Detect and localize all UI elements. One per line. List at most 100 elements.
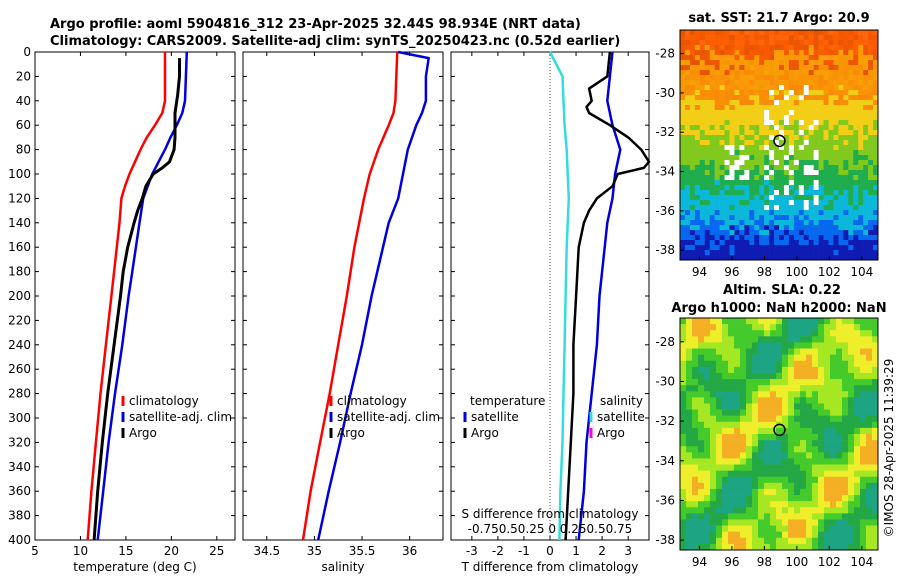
sla-cell bbox=[818, 531, 825, 539]
sla-cell bbox=[818, 440, 825, 447]
sst-cell bbox=[769, 255, 775, 261]
sla-cell bbox=[854, 458, 861, 465]
sst-cell bbox=[689, 210, 696, 216]
sla-cell bbox=[764, 440, 771, 447]
sla-cell bbox=[794, 324, 801, 331]
sst-cell bbox=[818, 190, 824, 196]
sla-cell bbox=[872, 403, 879, 410]
sla-cell bbox=[710, 476, 717, 484]
sla-cell bbox=[710, 440, 717, 447]
sst-cell bbox=[729, 185, 735, 191]
sla-cell bbox=[752, 446, 759, 453]
sla-cell bbox=[680, 464, 687, 471]
sst-cell bbox=[868, 240, 874, 246]
sst-cell bbox=[694, 35, 701, 41]
sla-cell bbox=[716, 531, 723, 539]
sla-cell bbox=[716, 379, 723, 386]
sst-cell bbox=[774, 70, 780, 76]
sla-cell bbox=[818, 366, 825, 374]
sst-cell bbox=[719, 70, 725, 76]
sst-cell bbox=[714, 80, 720, 86]
sst-cell bbox=[788, 210, 795, 216]
sla-cell bbox=[800, 513, 807, 520]
sst-cell bbox=[689, 105, 696, 111]
sla-cell bbox=[758, 476, 765, 484]
sst-cell bbox=[749, 200, 755, 206]
sla-cell bbox=[860, 446, 867, 453]
sla-cell bbox=[794, 415, 801, 423]
sla-cell bbox=[758, 348, 765, 355]
sst-cell bbox=[734, 125, 740, 131]
sst-cell bbox=[699, 180, 706, 186]
sla-cell bbox=[860, 330, 867, 337]
sst-cell bbox=[803, 205, 809, 211]
sst-cell bbox=[798, 125, 805, 131]
sst-cell bbox=[704, 125, 710, 131]
sla-cell bbox=[770, 458, 777, 465]
sla-cell bbox=[686, 336, 693, 343]
sst-cell bbox=[818, 200, 824, 206]
sla-cell bbox=[812, 482, 819, 490]
sst-cell bbox=[823, 200, 829, 206]
sla-cell bbox=[734, 519, 741, 526]
sst-cell bbox=[843, 185, 849, 191]
sst-cell bbox=[833, 215, 839, 221]
sla-cell bbox=[812, 372, 819, 380]
sla-cell bbox=[776, 452, 783, 459]
sst-cell bbox=[863, 95, 869, 101]
sst-cell bbox=[734, 130, 740, 136]
sla-cell bbox=[680, 507, 687, 514]
sst-cell bbox=[873, 110, 879, 116]
sst-cell bbox=[848, 240, 854, 246]
sst-cell bbox=[724, 255, 730, 261]
sst-cell bbox=[724, 220, 730, 226]
sst-cell bbox=[769, 75, 775, 81]
sst-cell bbox=[774, 160, 780, 166]
sla-cell bbox=[836, 403, 843, 410]
sla-cell bbox=[842, 421, 849, 429]
sla-cell bbox=[860, 464, 867, 471]
sst-cell bbox=[689, 70, 696, 76]
sla-cell bbox=[758, 452, 765, 459]
sst-cell bbox=[774, 230, 780, 236]
sst-cell bbox=[764, 195, 770, 201]
sla-cell bbox=[848, 488, 855, 496]
sst-cell bbox=[729, 165, 735, 171]
sst-cell bbox=[754, 75, 760, 81]
sst-cell bbox=[699, 165, 706, 171]
sst-cell bbox=[843, 125, 849, 131]
sst-cell bbox=[754, 60, 760, 66]
sst-cell bbox=[788, 250, 795, 256]
sla-cell bbox=[800, 446, 807, 453]
sla-cell bbox=[758, 488, 765, 496]
sst-cell bbox=[689, 80, 696, 86]
sst-cell bbox=[754, 230, 760, 236]
sla-cell bbox=[770, 415, 777, 423]
sst-cell bbox=[709, 160, 715, 166]
sla-cell bbox=[692, 379, 699, 386]
sst-cell bbox=[699, 225, 706, 231]
sla-cell bbox=[830, 543, 837, 551]
sst-cell bbox=[833, 85, 839, 91]
sst-cell bbox=[739, 165, 745, 171]
sst-cell bbox=[724, 200, 730, 206]
sla-cell bbox=[746, 513, 753, 520]
sla-cell bbox=[740, 513, 747, 520]
sst-cell bbox=[848, 220, 854, 226]
sst-cell bbox=[759, 90, 765, 96]
sst-cell bbox=[848, 205, 854, 211]
sst-cell bbox=[714, 250, 720, 256]
sla-cell bbox=[758, 421, 765, 429]
sla-cell bbox=[848, 409, 855, 416]
sla-cell bbox=[836, 501, 843, 508]
sst-cell bbox=[843, 235, 849, 241]
sst-cell bbox=[744, 130, 750, 136]
sla-cell bbox=[794, 360, 801, 368]
sla-cell bbox=[872, 379, 879, 386]
sst-cell bbox=[759, 55, 765, 61]
sla-cell bbox=[812, 366, 819, 374]
sla-cell bbox=[734, 513, 741, 520]
sla-cell bbox=[722, 434, 729, 441]
sst-cell bbox=[868, 170, 874, 176]
sst-xtick-label: 100 bbox=[785, 265, 808, 279]
